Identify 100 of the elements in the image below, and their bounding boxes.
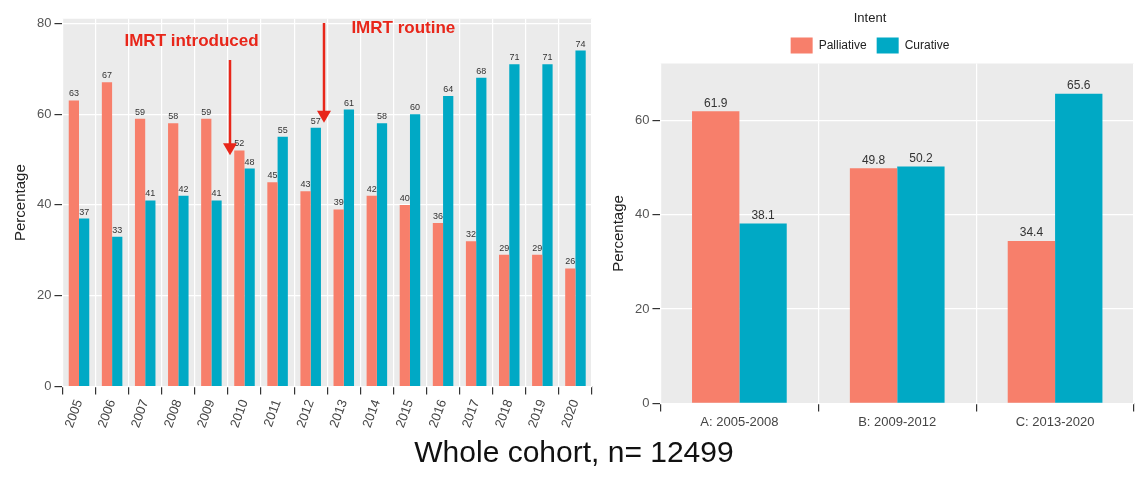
- x-tick-label: C: 2013-2020: [1015, 413, 1095, 429]
- data-label: 71: [542, 52, 553, 63]
- x-tick-label: 2009: [193, 397, 218, 430]
- bar: [310, 127, 321, 386]
- bar: [897, 166, 945, 403]
- bar: [168, 123, 179, 386]
- data-label: 59: [135, 106, 146, 117]
- bar: [542, 64, 553, 386]
- x-tick-label: B: 2009-2012: [858, 413, 937, 429]
- x-tick-label: 2011: [260, 397, 284, 429]
- bar: [201, 118, 212, 386]
- y-tick-label: 20: [36, 287, 52, 303]
- bar: [849, 168, 898, 403]
- bar: [244, 168, 255, 386]
- x-tick-label: 2014: [359, 397, 384, 430]
- x-tick-label: 2013: [325, 397, 350, 430]
- legend-label: Curative: [904, 37, 950, 52]
- bar: [443, 95, 454, 386]
- data-label: 29: [532, 242, 543, 253]
- bar: [211, 200, 222, 386]
- data-label: 50.2: [909, 150, 933, 165]
- bar: [134, 118, 146, 386]
- data-label: 71: [509, 52, 520, 63]
- data-label: 26: [565, 256, 576, 267]
- bar: [575, 50, 586, 386]
- x-tick-label: 2005: [61, 397, 86, 430]
- bar: [267, 182, 278, 386]
- bar: [532, 254, 543, 386]
- x-tick-label: A: 2005-2008: [700, 413, 779, 429]
- text: Whole cohort, n= 12499: [413, 435, 735, 469]
- data-label: 48: [244, 156, 255, 167]
- data-label: 43: [300, 179, 311, 190]
- data-label: 61: [343, 97, 354, 108]
- y-tick-label: 60: [36, 105, 52, 121]
- legend-label: Palliative: [818, 37, 867, 52]
- y-tick-label: 40: [634, 206, 650, 222]
- bar: [476, 77, 487, 386]
- data-label: 49.8: [861, 152, 886, 167]
- bar: [68, 100, 80, 386]
- bar: [409, 114, 421, 386]
- data-label: 41: [145, 188, 156, 199]
- x-tick-label: 2015: [392, 397, 417, 430]
- x-tick-label: 2012: [292, 397, 317, 430]
- bar: [101, 82, 113, 386]
- data-label: 52: [234, 138, 245, 149]
- data-label: 74: [575, 38, 586, 49]
- data-label: 60: [410, 102, 421, 113]
- x-tick-label: 2016: [425, 397, 450, 430]
- data-label: 58: [168, 111, 179, 122]
- bar: [432, 223, 444, 386]
- bar: [465, 241, 477, 386]
- bar: [343, 109, 355, 386]
- data-label: 29: [499, 242, 510, 253]
- bar: [112, 236, 123, 386]
- bar: [1055, 93, 1103, 403]
- bar: [366, 195, 377, 386]
- data-label: 40: [399, 192, 410, 203]
- x-tick-label: 2018: [491, 397, 516, 430]
- y-tick-label: 40: [36, 196, 52, 212]
- bar: [376, 123, 388, 386]
- y-tick-label: 60: [634, 111, 650, 127]
- data-label: 55: [277, 124, 288, 135]
- data-label: 61.9: [704, 95, 728, 110]
- y-tick-label: 20: [634, 300, 650, 316]
- y-tick-label: 0: [44, 378, 52, 394]
- data-label: 33: [112, 224, 123, 235]
- data-label: 68: [476, 65, 487, 76]
- y-axis-title: Percentage: [609, 195, 627, 272]
- bar: [234, 150, 245, 386]
- data-label: 63: [68, 88, 79, 99]
- x-tick-label: 2020: [557, 397, 582, 430]
- data-label: 65.6: [1067, 78, 1091, 93]
- bar: [333, 209, 344, 386]
- y-axis-title: Percentage: [11, 164, 29, 242]
- data-label: 41: [211, 188, 222, 199]
- data-label: 38.1: [751, 207, 776, 222]
- data-label: 32: [466, 229, 477, 240]
- data-label: 64: [443, 83, 454, 94]
- bar: [509, 64, 520, 386]
- bar: [178, 195, 189, 386]
- bar: [399, 204, 410, 386]
- x-tick-label: 2008: [160, 397, 185, 430]
- bar: [565, 268, 576, 386]
- data-label: 57: [310, 115, 321, 126]
- bar: [499, 254, 510, 386]
- data-label: 58: [377, 111, 388, 122]
- bar: [300, 191, 311, 386]
- data-label: 42: [178, 183, 189, 194]
- x-tick-label: 2010: [226, 397, 251, 430]
- data-label: 45: [267, 170, 278, 181]
- y-tick-label: 80: [36, 14, 52, 30]
- data-label: 37: [79, 206, 90, 217]
- data-label: 39: [333, 197, 344, 208]
- x-tick-label: 2019: [524, 397, 549, 430]
- bar: [79, 218, 90, 386]
- data-label: 34.4: [1019, 225, 1044, 240]
- data-label: 36: [432, 211, 443, 222]
- bar: [145, 200, 156, 386]
- bar: [692, 111, 740, 403]
- data-label: 59: [201, 106, 212, 117]
